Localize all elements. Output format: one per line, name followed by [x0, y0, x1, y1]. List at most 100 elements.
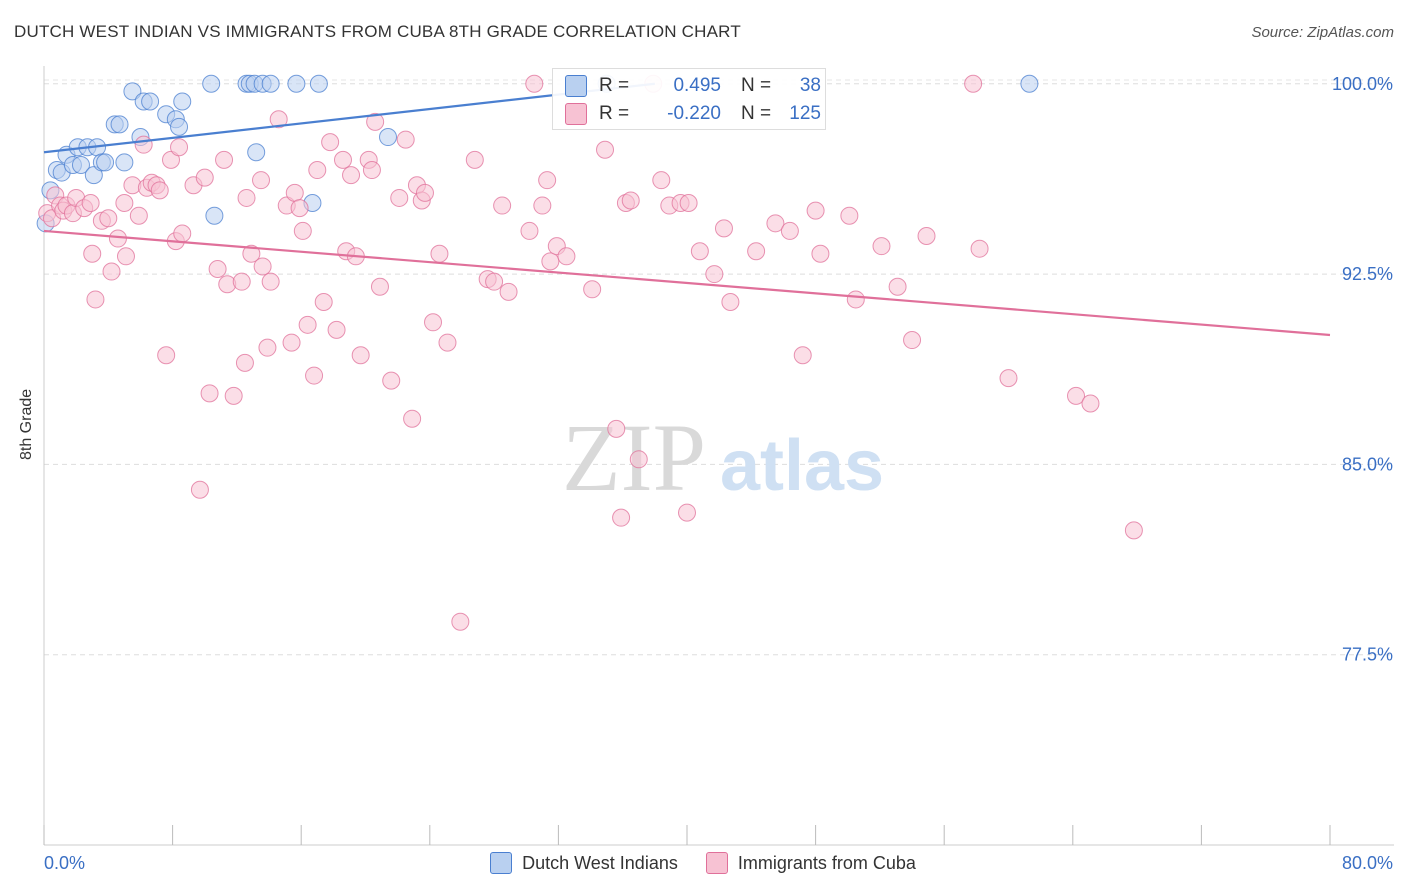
- cuba-point: [1067, 386, 1086, 405]
- cuba-point: [714, 219, 733, 238]
- dutch-point: [247, 143, 266, 162]
- cuba-point: [465, 150, 484, 169]
- cuba-point: [224, 386, 243, 405]
- dutch-point: [141, 92, 160, 111]
- cuba-point: [290, 199, 309, 218]
- cuba-point: [215, 150, 234, 169]
- dutch-point: [115, 153, 134, 172]
- dutch-point: [1020, 74, 1039, 93]
- y-tick-labels: 100.0% 92.5% 85.0% 77.5%: [1332, 74, 1393, 665]
- cuba-point: [705, 265, 724, 284]
- cuba-point: [538, 171, 557, 190]
- cuba-point: [108, 229, 127, 248]
- dutch-point: [84, 166, 103, 185]
- cuba-point: [583, 280, 602, 299]
- cuba-point: [451, 612, 470, 631]
- cuba-point: [327, 320, 346, 339]
- cuba-point: [840, 206, 859, 225]
- cuba-point: [116, 247, 135, 266]
- watermark: ZIP atlas: [562, 404, 884, 511]
- cuba-point: [679, 194, 698, 213]
- cuba-point: [533, 196, 552, 215]
- pink-swatch-icon: [565, 103, 587, 125]
- cuba-point: [253, 257, 272, 276]
- legend-item-dutch: Dutch West Indians: [490, 852, 678, 874]
- legend-label: Dutch West Indians: [522, 852, 678, 873]
- cuba-point: [999, 369, 1018, 388]
- cuba-point: [793, 346, 812, 365]
- cuba-point: [621, 191, 640, 210]
- cuba-point: [99, 209, 118, 228]
- cuba-point: [424, 313, 443, 332]
- x-tick-label: 0.0%: [44, 853, 85, 873]
- cuba-point: [721, 292, 740, 311]
- cuba-point: [612, 508, 631, 527]
- cuba-point: [499, 282, 518, 301]
- cuba-point: [157, 346, 176, 365]
- cuba-point: [308, 161, 327, 180]
- cuba-point: [252, 171, 271, 190]
- cuba-point: [83, 244, 102, 263]
- cuba-point: [917, 227, 936, 246]
- watermark-atlas: atlas: [720, 426, 884, 506]
- cuba-point: [690, 242, 709, 261]
- cuba-point: [102, 262, 121, 281]
- cuba-point: [607, 419, 626, 438]
- dutch-point: [379, 128, 398, 147]
- cuba-point: [269, 110, 288, 129]
- cuba-point: [370, 277, 389, 296]
- cuba-point: [652, 171, 671, 190]
- n-value: 125: [789, 103, 821, 124]
- r-label: R =: [599, 103, 630, 124]
- cuba-point: [282, 333, 301, 352]
- y-axis-label: 8th Grade: [18, 388, 35, 460]
- stats-row-cuba: R = -0.220 N = 125: [565, 103, 821, 125]
- dutch-point: [309, 74, 328, 93]
- y-tick-label: 85.0%: [1342, 454, 1393, 474]
- cuba-point: [321, 133, 340, 152]
- legend-label: Immigrants from Cuba: [737, 852, 916, 873]
- dutch-point: [71, 155, 90, 174]
- cuba-point: [1081, 394, 1100, 413]
- cuba-point: [258, 338, 277, 357]
- r-value: 0.495: [673, 75, 721, 96]
- cuba-point: [362, 161, 381, 180]
- dutch-point: [170, 117, 189, 136]
- r-label: R =: [599, 75, 630, 96]
- cuba-point: [208, 259, 227, 278]
- cuba-point: [342, 166, 361, 185]
- dutch-point: [123, 82, 142, 101]
- cuba-point: [366, 112, 385, 131]
- cuba-point: [541, 252, 560, 271]
- cuba-point: [430, 244, 449, 263]
- cuba-point: [903, 331, 922, 350]
- cuba-point: [493, 196, 512, 215]
- cuba-point: [261, 272, 280, 291]
- y-tick-label: 77.5%: [1342, 645, 1393, 665]
- cuba-point: [333, 150, 352, 169]
- cuba-point: [747, 242, 766, 261]
- y-tick-label: 100.0%: [1332, 74, 1393, 94]
- cuba-point: [766, 214, 785, 233]
- cuba-point: [415, 183, 434, 202]
- chart-source: Source: ZipAtlas.com: [1251, 24, 1394, 41]
- cuba-trend-line: [43, 229, 1331, 337]
- legend-item-cuba: Immigrants from Cuba: [705, 852, 916, 874]
- cuba-point: [305, 366, 324, 385]
- pink-swatch-icon: [705, 852, 728, 874]
- x-tick-label: 80.0%: [1342, 853, 1393, 873]
- dutch-point: [110, 115, 129, 134]
- y-tick-label: 92.5%: [1342, 264, 1393, 284]
- cuba-point: [150, 181, 169, 200]
- cuba-point: [81, 194, 100, 213]
- cuba-point: [134, 135, 153, 154]
- cuba-point: [888, 277, 907, 296]
- blue-swatch-icon: [490, 852, 513, 874]
- cuba-point: [872, 237, 891, 256]
- cuba-point: [200, 384, 219, 403]
- cuba-point: [970, 239, 989, 258]
- dutch-point: [261, 74, 280, 93]
- cuba-point: [678, 503, 696, 522]
- cuba-point: [780, 221, 799, 240]
